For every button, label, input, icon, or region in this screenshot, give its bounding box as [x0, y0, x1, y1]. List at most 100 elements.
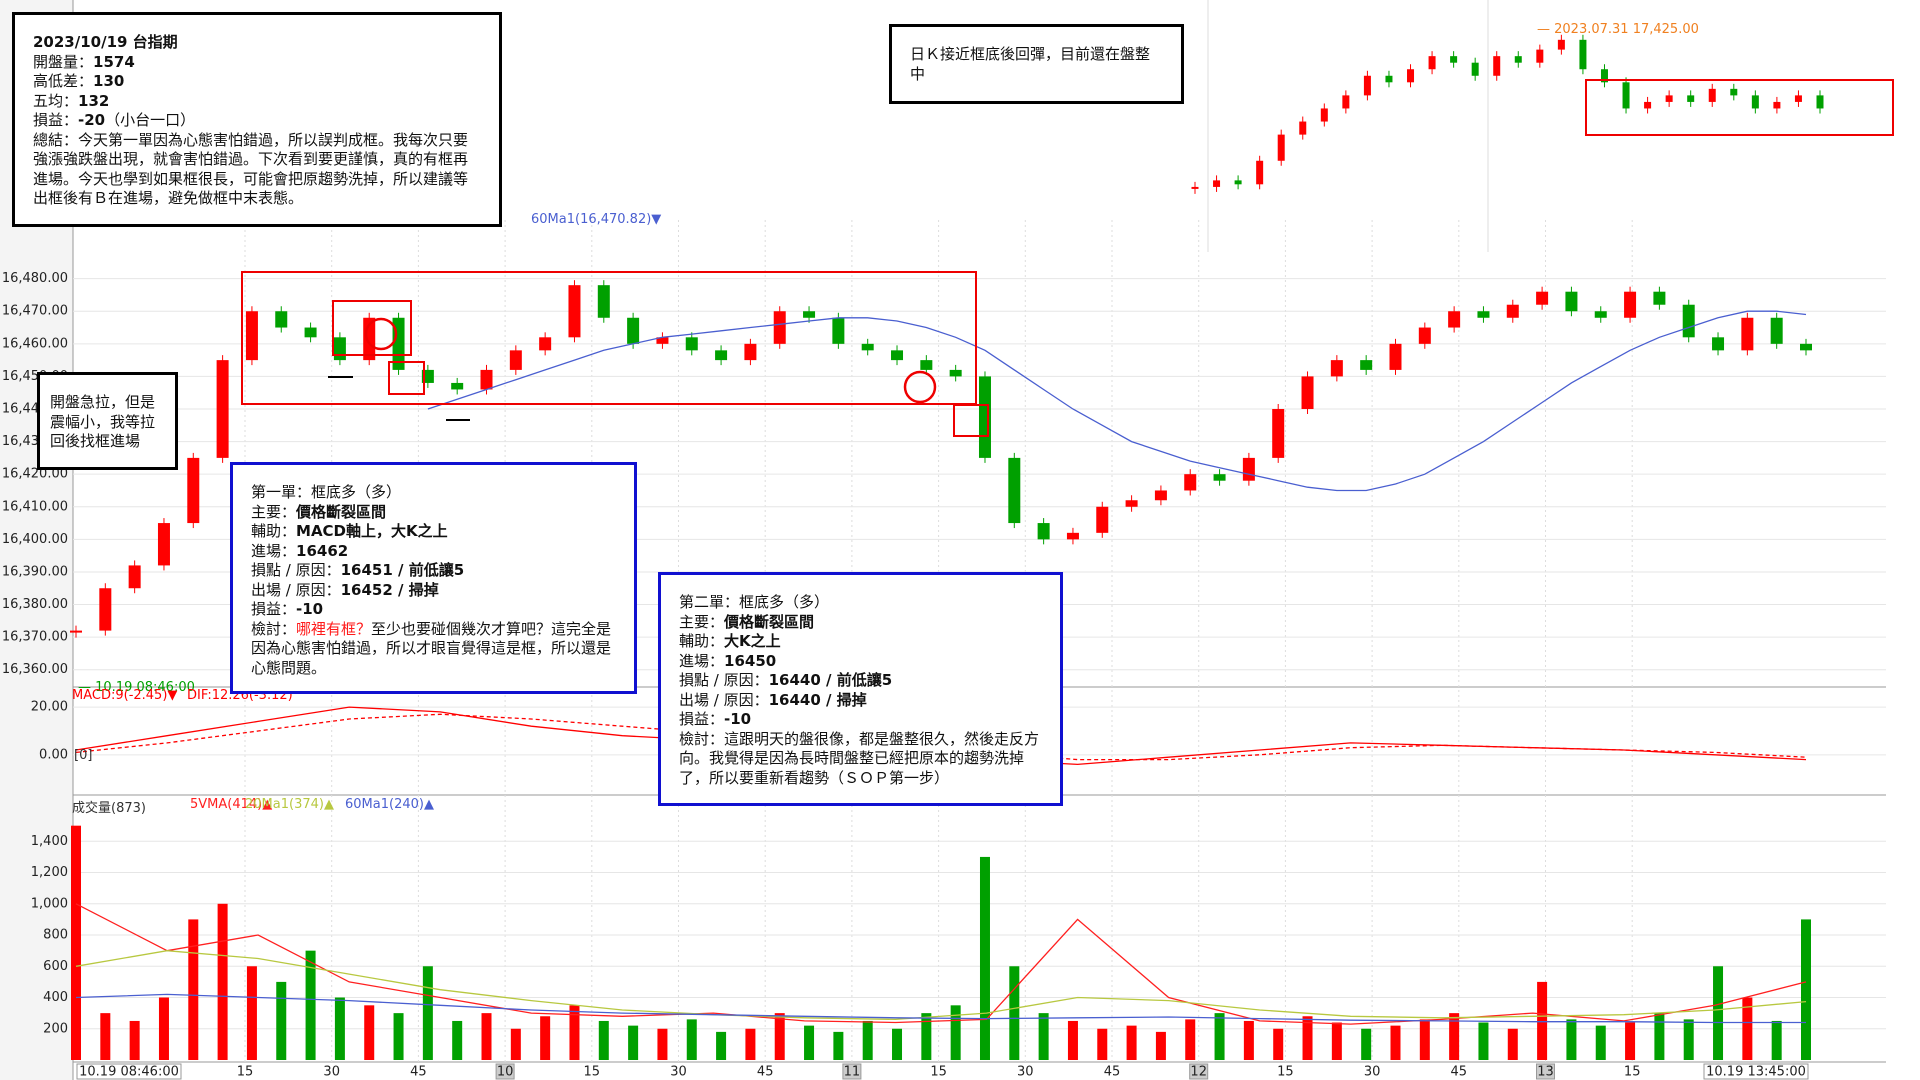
candle — [1794, 95, 1802, 102]
review: 檢討：哪裡有框？至少也要碰個幾次才算吧？這完全是因為心態害怕錯過，所以才眼盲覺得… — [251, 620, 616, 679]
x-tick-label: 15 — [1624, 1065, 1641, 1080]
review-text: 這跟明天的盤很像，都是盤整很久，然後走反方向。我覺得是因為長時間盤整已經把原本的… — [679, 729, 1040, 787]
candle — [1385, 75, 1393, 83]
value: 130 — [93, 72, 125, 90]
candle — [1565, 291, 1578, 312]
volume-bar — [540, 1016, 551, 1060]
candle — [1536, 49, 1544, 63]
y-tick-label: 1,400 — [31, 834, 68, 849]
volume-bar — [1214, 1013, 1225, 1060]
summary-title: 2023/10/19 台指期 — [33, 33, 481, 53]
legend-60ma: 60Ma1(240)▲ — [345, 797, 434, 812]
label: 開盤量： — [33, 52, 94, 71]
highlight: 哪裡有框？ — [296, 619, 372, 638]
candle — [1301, 376, 1314, 410]
candle — [1360, 360, 1373, 370]
x-tick-label: 15 — [1277, 1065, 1294, 1080]
candle — [216, 360, 229, 458]
label: 進場： — [251, 541, 297, 560]
candle — [157, 523, 170, 566]
volume-bar — [422, 966, 433, 1060]
label: 檢討： — [251, 619, 297, 638]
candle — [1477, 311, 1490, 318]
item: 損益：-10 — [679, 710, 1042, 730]
x-label-box — [1536, 1063, 1555, 1080]
volume-bar — [833, 1031, 844, 1060]
candle — [1096, 506, 1109, 533]
candle — [1493, 56, 1501, 76]
legend-20ma: 20Ma1(374)▲ — [245, 797, 334, 812]
candle — [978, 376, 991, 458]
annotation-box — [332, 300, 412, 356]
daily-text: 日Ｋ接近框底後回彈，目前還在盤整中 — [910, 45, 1151, 83]
y-tick-label: 16,480.00 — [2, 271, 68, 286]
candle — [1751, 95, 1759, 109]
y-tick-label: 16,380.00 — [2, 597, 68, 612]
x-tick-label: 10.19 08:46:00 — [79, 1065, 179, 1080]
value: 16450 — [724, 651, 777, 670]
volume-bar — [1390, 1025, 1401, 1060]
candle — [1320, 108, 1328, 122]
value: 1574 — [93, 52, 135, 71]
candle — [1536, 291, 1549, 305]
item: 損益：-20（小台一口） — [33, 111, 481, 131]
volume-bar — [364, 1005, 375, 1060]
candle — [1644, 101, 1652, 109]
x-tick-label: 30 — [670, 1065, 687, 1080]
candle — [187, 457, 200, 524]
x-tick-label: 12 — [1190, 1065, 1207, 1080]
candle — [597, 285, 610, 318]
candle — [656, 337, 669, 344]
volume-bar — [305, 950, 316, 1060]
series-line — [75, 903, 1807, 1025]
volume-bar — [1683, 1019, 1694, 1060]
volume-bar — [1038, 1013, 1049, 1060]
candle — [1450, 56, 1458, 63]
summary-box: 2023/10/19 台指期 開盤量：1574 高低差：130 五均：132 損… — [12, 12, 502, 227]
volume-bar — [129, 1020, 140, 1060]
x-tick-label: 45 — [1104, 1065, 1121, 1080]
x-tick-label: 10 — [497, 1065, 514, 1080]
candle — [861, 343, 874, 351]
value: 價格斷裂區間 — [296, 502, 387, 521]
y-tick-label: 1,200 — [31, 865, 68, 880]
y-tick-label: 16,400.00 — [2, 532, 68, 547]
volume-bar — [217, 903, 228, 1060]
value: MACD軸上，大K之上 — [296, 522, 448, 540]
volume-bar — [481, 1013, 492, 1060]
value: 16462 — [296, 541, 349, 560]
start-label: — 10.19 08:46:00 — [78, 680, 195, 695]
volume-bar — [1097, 1028, 1108, 1060]
value: 16440 / 掃掉 — [768, 690, 867, 709]
volume-bar — [950, 1005, 961, 1060]
candle — [1066, 532, 1079, 540]
candle — [1730, 88, 1738, 96]
volume-bar — [158, 997, 169, 1060]
item: 損點 / 原因：16440 / 前低讓5 — [679, 671, 1042, 691]
candle — [1600, 69, 1608, 83]
x-tick-label: 30 — [1017, 1065, 1034, 1080]
annotation-box — [953, 404, 989, 437]
volume-bar — [1771, 1020, 1782, 1060]
volume-bar — [1009, 966, 1020, 1060]
y-tick-label: 16,460.00 — [2, 336, 68, 351]
candle — [744, 343, 757, 361]
candle — [1816, 95, 1824, 109]
series-line — [75, 950, 1807, 1021]
opening-text: 開盤急拉，但是震幅小，我等拉回後找框進場 — [50, 393, 156, 450]
label: 損益： — [679, 710, 725, 728]
value: -20 — [78, 111, 106, 129]
candle — [1506, 304, 1519, 318]
volume-bar — [1713, 966, 1724, 1060]
volume-bar — [1595, 1025, 1606, 1060]
legend-5vma: 5VMA(414)▲ — [190, 797, 273, 812]
x-tick-label: 10.19 13:45:00 — [1706, 1065, 1806, 1080]
volume-bar — [921, 1013, 932, 1060]
candle — [1242, 457, 1255, 481]
value: 132 — [78, 91, 110, 110]
annotation-box — [241, 271, 977, 405]
candle — [891, 350, 904, 361]
candle — [1622, 82, 1630, 109]
candle — [1471, 62, 1479, 76]
